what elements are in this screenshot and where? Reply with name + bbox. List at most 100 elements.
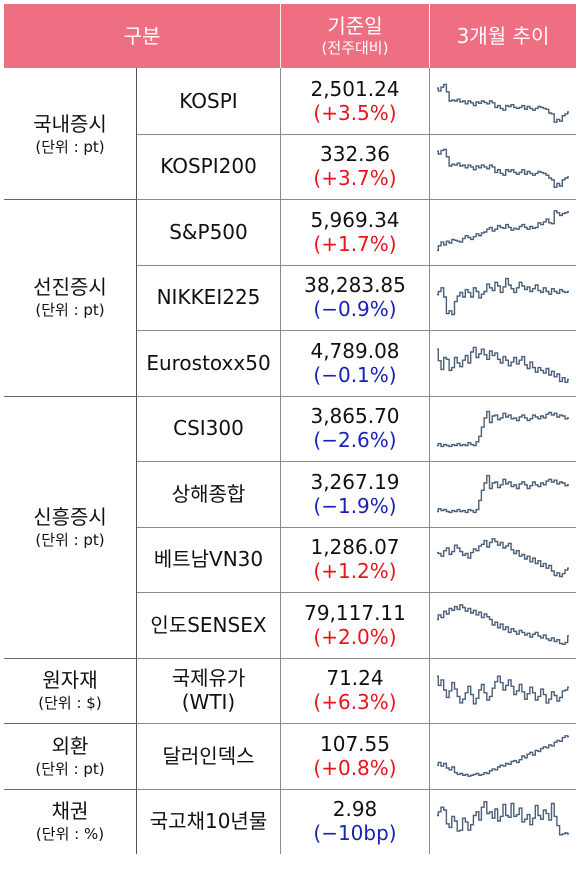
weekly-change: (+1.2%)	[313, 559, 397, 584]
category-unit: (단위 : pt)	[35, 530, 105, 549]
category-unit: (단위 : %)	[35, 825, 105, 844]
sparkline-chart	[437, 209, 569, 251]
category-cell: 외환 (단위 : pt)	[4, 723, 136, 789]
index-value: 3,267.19	[310, 469, 400, 494]
sparkline-chart	[437, 278, 569, 316]
category-name: 채권	[51, 799, 89, 824]
sparkline-chart	[437, 538, 569, 578]
trend-sparkline	[430, 68, 576, 134]
value-cell: 5,969.34 (+1.7%)	[281, 199, 429, 265]
header-base-date-sub: (전주대비)	[321, 39, 389, 57]
index-value: 332.36	[320, 142, 390, 167]
category-cell: 선진증시 (단위 : pt)	[4, 199, 136, 396]
category-name: 국내증시	[33, 111, 107, 136]
index-name: 국제유가 (WTI)	[171, 666, 246, 715]
index-value: 1,286.07	[310, 535, 400, 560]
trend-sparkline	[430, 592, 576, 658]
sparkline-chart	[437, 734, 569, 777]
sparkline-chart	[437, 83, 569, 123]
index-name: 국고채10년물	[149, 809, 268, 834]
category-cell: 원자재 (단위 : $)	[4, 658, 136, 724]
category-cell: 채권 (단위 : %)	[4, 789, 136, 855]
weekly-change: (+1.7%)	[313, 231, 397, 256]
sparkline-series	[437, 278, 569, 316]
value-cell: 4,789.08 (−0.1%)	[281, 330, 429, 396]
header-base-date: 기준일 (전주대비)	[281, 4, 429, 68]
sparkline-series	[437, 474, 569, 513]
trend-sparkline	[430, 330, 576, 396]
trend-sparkline	[430, 527, 576, 593]
row-divider	[137, 723, 576, 724]
sparkline-series	[437, 346, 569, 383]
index-value: 71.24	[326, 666, 384, 691]
value-cell: 2.98 (−10bp)	[281, 789, 429, 855]
index-name: KOSPI	[179, 88, 238, 113]
sparkline-series	[437, 209, 569, 251]
sparkline-series	[437, 148, 569, 189]
index-name: S&P500	[169, 219, 248, 244]
table-header: 구분 기준일 (전주대비) 3개월 추이	[4, 4, 576, 68]
sparkline-series	[437, 734, 569, 777]
weekly-change: (−0.1%)	[313, 362, 397, 387]
trend-sparkline	[430, 658, 576, 724]
sparkline-series	[437, 675, 569, 705]
value-cell: 332.36 (+3.7%)	[281, 134, 429, 200]
category-name: 선진증시	[33, 275, 107, 300]
category-unit: (단위 : pt)	[35, 759, 105, 778]
category-name: 신흥증시	[33, 504, 107, 529]
trend-sparkline	[430, 134, 576, 200]
value-cell: 3,865.70 (−2.6%)	[281, 396, 429, 462]
trend-sparkline	[430, 461, 576, 527]
index-value: 3,865.70	[310, 404, 400, 429]
header-divider	[280, 4, 281, 68]
sparkline-series	[437, 83, 569, 123]
row-divider	[137, 264, 576, 266]
index-value: 5,969.34	[310, 207, 400, 232]
value-cell: 107.55 (+0.8%)	[281, 723, 429, 789]
weekly-change: (−10bp)	[313, 821, 397, 846]
header-trend: 3개월 추이	[430, 4, 576, 68]
row-divider	[137, 788, 576, 790]
sparkline-chart	[437, 346, 569, 383]
row-divider	[137, 395, 576, 397]
header-category: 구분	[4, 4, 280, 68]
index-value: 38,283.85	[304, 273, 406, 298]
index-name: 상해종합	[171, 481, 246, 506]
sparkline-chart	[437, 801, 569, 836]
index-name: KOSPI200	[160, 154, 257, 179]
weekly-change: (+2.0%)	[313, 624, 397, 649]
sparkline-chart	[437, 148, 569, 189]
sparkline-chart	[437, 474, 569, 513]
sparkline-series	[437, 538, 569, 578]
value-cell: 3,267.19 (−1.9%)	[281, 461, 429, 527]
row-divider	[137, 133, 576, 135]
category-cell: 국내증시 (단위 : pt)	[4, 68, 136, 199]
sparkline-series	[437, 603, 569, 645]
index-value: 2,501.24	[310, 76, 400, 101]
trend-sparkline	[430, 723, 576, 789]
weekly-change: (+3.7%)	[313, 166, 397, 191]
category-unit: (단위 : pt)	[35, 137, 105, 156]
table-body: 국내증시 (단위 : pt) 선진증시 (단위 : pt) 신흥증시 (단위 : pt) 원…	[4, 68, 576, 854]
sparkline-chart	[437, 410, 569, 448]
sparkline-chart	[437, 675, 569, 705]
index-value: 2.98	[332, 797, 378, 822]
index-name: 베트남VN30	[153, 547, 264, 572]
sparkline-series	[437, 410, 569, 448]
trend-sparkline	[430, 789, 576, 855]
header-base-date-label: 기준일	[327, 14, 383, 38]
weekly-change: (−2.6%)	[313, 428, 397, 453]
row-divider	[137, 330, 576, 331]
weekly-change: (+3.5%)	[313, 100, 397, 125]
row-divider	[137, 657, 576, 659]
value-cell: 71.24 (+6.3%)	[281, 658, 429, 724]
index-name: 달러인덱스	[162, 743, 255, 768]
column-divider	[136, 68, 137, 854]
header-divider	[429, 4, 430, 68]
category-name: 원자재	[42, 668, 98, 693]
sparkline-series	[437, 801, 569, 836]
row-divider	[137, 526, 576, 528]
sparkline-chart	[437, 603, 569, 645]
category-unit: (단위 : pt)	[35, 301, 105, 320]
category-name: 외환	[51, 733, 89, 758]
